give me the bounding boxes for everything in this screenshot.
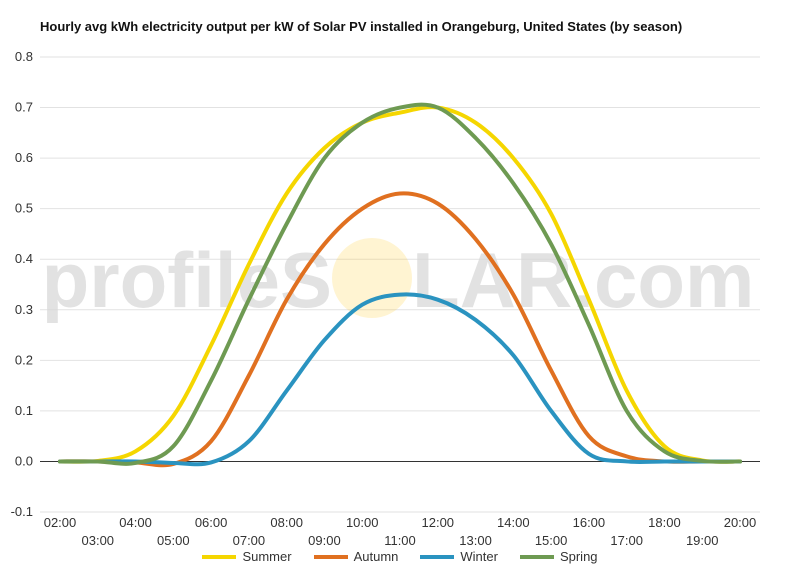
series-line-summer: [58, 105, 742, 464]
chart-title: Hourly avg kWh electricity output per kW…: [40, 19, 683, 34]
watermark-sun-icon: [332, 238, 412, 318]
x-tick-label: 19:00: [686, 533, 719, 548]
legend-item-autumn[interactable]: Autumn: [313, 549, 399, 564]
x-tick-label: 04:00: [119, 515, 152, 530]
y-tick-label: 0.8: [15, 49, 33, 64]
legend-swatch: [313, 554, 348, 559]
series-line-winter: [58, 292, 742, 467]
legend-label: Spring: [559, 549, 598, 564]
watermark-text-prefix: profileS: [42, 236, 332, 324]
x-tick-label: 05:00: [157, 533, 190, 548]
x-tick-label: 17:00: [610, 533, 643, 548]
x-tick-label: 16:00: [573, 515, 606, 530]
legend-label: Autumn: [353, 549, 399, 564]
x-tick-label: 03:00: [82, 533, 115, 548]
y-tick-label: 0.2: [15, 352, 33, 367]
y-tick-label: 0.3: [15, 302, 33, 317]
legend-item-spring[interactable]: Spring: [519, 549, 598, 564]
legend-label: Summer: [242, 549, 292, 564]
legend-item-summer[interactable]: Summer: [202, 549, 292, 564]
x-tick-label: 12:00: [422, 515, 455, 530]
y-tick-label: 0.5: [15, 201, 33, 216]
legend-swatch: [519, 554, 554, 559]
legend-label: Winter: [460, 549, 498, 564]
y-tick-label: 0.4: [15, 251, 33, 266]
series-line-spring: [58, 102, 742, 466]
x-tick-label: 07:00: [233, 533, 266, 548]
x-tick-label: 15:00: [535, 533, 568, 548]
x-tick-label: 20:00: [724, 515, 757, 530]
x-tick-label: 02:00: [44, 515, 77, 530]
y-tick-label: 0.1: [15, 403, 33, 418]
y-tick-label: 0.6: [15, 150, 33, 165]
y-tick-label: 0.0: [15, 453, 33, 468]
x-tick-label: 13:00: [459, 533, 492, 548]
legend-swatch: [420, 554, 455, 559]
y-tick-label: 0.7: [15, 100, 33, 115]
x-tick-label: 08:00: [270, 515, 303, 530]
x-tick-label: 10:00: [346, 515, 379, 530]
legend-swatch: [202, 554, 237, 559]
x-tick-label: 09:00: [308, 533, 341, 548]
x-tick-label: 14:00: [497, 515, 530, 530]
legend-item-winter[interactable]: Winter: [420, 549, 498, 564]
legend: Summer Autumn Winter Spring: [0, 549, 800, 564]
y-tick-label: -0.1: [11, 504, 33, 519]
x-tick-label: 11:00: [384, 533, 416, 548]
x-tick-label: 06:00: [195, 515, 228, 530]
x-tick-label: 18:00: [648, 515, 681, 530]
